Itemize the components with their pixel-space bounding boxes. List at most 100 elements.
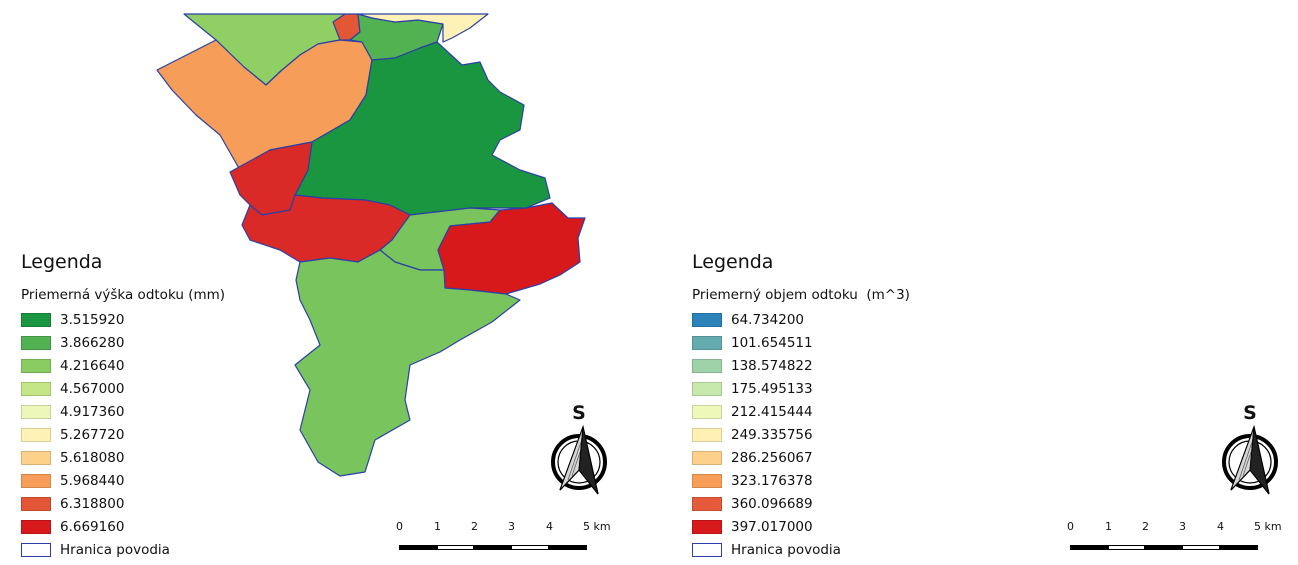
- legend-swatch: [692, 381, 722, 396]
- scale-label-0: 0: [396, 520, 403, 533]
- legend-item: 286.256067: [692, 446, 910, 469]
- legend-swatch: [692, 404, 722, 419]
- legend-item: 5.618080: [21, 446, 225, 469]
- boundary-swatch: [692, 542, 722, 557]
- legend-item-boundary: Hranica povodia: [692, 538, 910, 561]
- legend-label: 397.017000: [731, 518, 813, 535]
- scale-label-2: 2: [471, 520, 478, 533]
- legend-swatch: [692, 335, 722, 350]
- legend-label: 4.917360: [60, 403, 125, 420]
- scale-label-1: 1: [1105, 520, 1112, 533]
- scale-segment: [1145, 545, 1182, 550]
- scale-segment: [511, 545, 549, 550]
- scale-label-4: 4: [1217, 520, 1224, 533]
- legend-heading: Legenda: [692, 251, 774, 273]
- scale-label-3: 3: [508, 520, 515, 533]
- legend-swatch: [21, 473, 51, 488]
- legend-label: 323.176378: [731, 472, 813, 489]
- legend-item: 6.318800: [21, 492, 225, 515]
- scale-segment: [1108, 545, 1145, 550]
- legend-swatch: [692, 312, 722, 327]
- legend-swatch: [692, 519, 722, 534]
- legend-swatch: [21, 358, 51, 373]
- legend-item: 5.968440: [21, 469, 225, 492]
- north-letter: S: [572, 402, 586, 424]
- boundary-swatch: [21, 542, 51, 557]
- legend-swatch: [21, 381, 51, 396]
- scale-label-2: 2: [1142, 520, 1149, 533]
- legend-heading: Legenda: [21, 251, 103, 273]
- legend-label: 3.515920: [60, 311, 125, 328]
- legend-subtitle: Priemerný objem odtoku (m^3): [692, 287, 910, 303]
- scale-bar: 0 1 2 3 4 5 km: [1063, 520, 1298, 560]
- legend-label: 6.669160: [60, 518, 125, 535]
- legend-item: 4.216640: [21, 354, 225, 377]
- legend-item: 138.574822: [692, 354, 910, 377]
- legend-swatch: [692, 473, 722, 488]
- legend-swatch: [21, 427, 51, 442]
- scale-segment: [474, 545, 511, 550]
- legend-item: 323.176378: [692, 469, 910, 492]
- scale-segment: [1182, 545, 1220, 550]
- scale-label-3: 3: [1179, 520, 1186, 533]
- legend-swatch: [21, 450, 51, 465]
- legend-label: 5.968440: [60, 472, 125, 489]
- legend: Legenda Priemerný objem odtoku (m^3) 64.…: [692, 251, 910, 561]
- boundary-label: Hranica povodia: [731, 541, 841, 558]
- scale-bar: 0 1 2 3 4 5 km: [392, 520, 632, 560]
- legend-item: 3.515920: [21, 308, 225, 331]
- legend-label: 360.096689: [731, 495, 813, 512]
- legend-subtitle: Priemerná výška odtoku (mm): [21, 287, 226, 303]
- legend-item: 4.567000: [21, 377, 225, 400]
- legend: Legenda Priemerná výška odtoku (mm) 3.51…: [21, 251, 225, 561]
- scale-label-5: 5 km: [1254, 520, 1282, 533]
- map-panel-runoff-depth: Legenda Priemerná výška odtoku (mm) 3.51…: [21, 13, 632, 561]
- scale-segment: [437, 545, 474, 550]
- compass-icon: [551, 424, 607, 495]
- legend-label: 249.335756: [731, 426, 813, 443]
- legend-swatch: [21, 519, 51, 534]
- legend-swatch: [21, 335, 51, 350]
- scale-label-4: 4: [546, 520, 553, 533]
- legend-label: 212.415444: [731, 403, 813, 420]
- scale-segment: [1070, 545, 1108, 550]
- legend-swatch: [692, 358, 722, 373]
- legend-item: 3.866280: [21, 331, 225, 354]
- legend-swatch: [21, 404, 51, 419]
- legend-item: 360.096689: [692, 492, 910, 515]
- legend-label: 6.318800: [60, 495, 125, 512]
- legend-item: 175.495133: [692, 377, 910, 400]
- legend-label: 4.567000: [60, 380, 125, 397]
- legend-label: 5.267720: [60, 426, 125, 443]
- legend-swatch: [692, 496, 722, 511]
- legend-swatch: [21, 312, 51, 327]
- compass-icon: [1222, 424, 1278, 495]
- legend-label: 4.216640: [60, 357, 125, 374]
- legend-item: 397.017000: [692, 515, 910, 538]
- north-letter: S: [1243, 402, 1257, 424]
- legend-label: 138.574822: [731, 357, 813, 374]
- legend-label: 3.866280: [60, 334, 125, 351]
- north-arrow: S: [548, 402, 610, 497]
- subbasin-south: [294, 249, 521, 477]
- legend-swatch: [692, 450, 722, 465]
- legend-item: 4.917360: [21, 400, 225, 423]
- legend-item: 6.669160: [21, 515, 225, 538]
- legend-label: 175.495133: [731, 380, 813, 397]
- legend-label: 286.256067: [731, 449, 813, 466]
- legend-item: 5.267720: [21, 423, 225, 446]
- north-arrow: S: [1219, 402, 1281, 497]
- legend-item: 101.654511: [692, 331, 910, 354]
- scale-segment: [1220, 545, 1258, 550]
- legend-item: 64.734200: [692, 308, 910, 331]
- basin-map: [156, 13, 586, 477]
- legend-label: 101.654511: [731, 334, 813, 351]
- scale-segment: [549, 545, 587, 550]
- subbasin-ne: [357, 13, 489, 43]
- legend-item: 249.335756: [692, 423, 910, 446]
- legend-item-boundary: Hranica povodia: [21, 538, 225, 561]
- legend-swatch: [692, 427, 722, 442]
- map-panel-runoff-volume: Legenda Priemerný objem odtoku (m^3) 64.…: [649, 0, 1298, 565]
- scale-label-5: 5 km: [583, 520, 611, 533]
- scale-label-0: 0: [1067, 520, 1074, 533]
